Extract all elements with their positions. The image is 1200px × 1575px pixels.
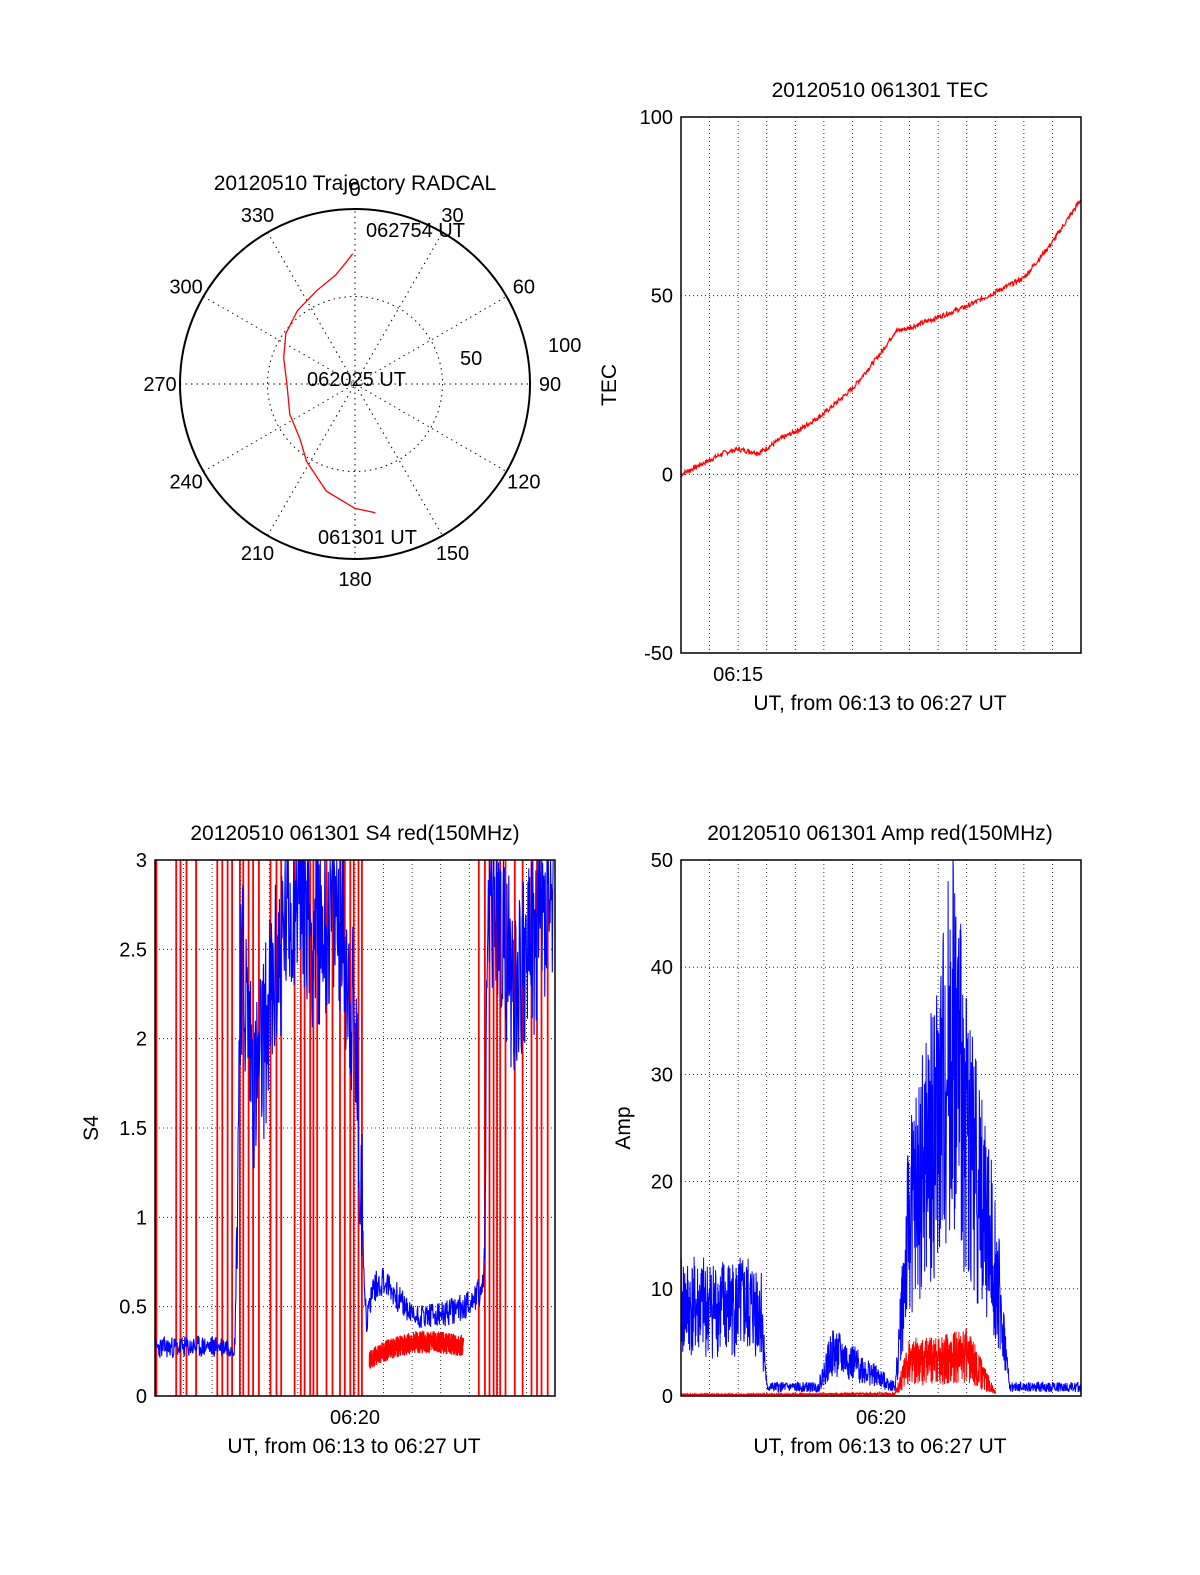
polar-azimuth-label: 60 bbox=[513, 277, 535, 299]
amp-y-tick-label: 20 bbox=[651, 1172, 673, 1194]
s4-series bbox=[154, 859, 555, 1396]
s4-panel: 20120510 061301 S4 red(150MHz) 0 0.5 1 1.5 2… bbox=[80, 822, 556, 1458]
amp-y-tick-label: 50 bbox=[651, 850, 673, 872]
polar-annotation-end: 062754 UT bbox=[366, 220, 465, 242]
polar-trajectory-panel: 20120510 Trajectory RADCAL 0 30 60 90 120 150… bbox=[143, 172, 581, 591]
tec-series-line bbox=[680, 199, 1082, 478]
s4-x-ticks: 06:20 bbox=[330, 1407, 380, 1429]
tec-y-axis-label: TEC bbox=[598, 364, 621, 406]
s4-y-tick-label: 1.5 bbox=[119, 1118, 147, 1140]
s4-series-line-0 bbox=[154, 859, 555, 1359]
s4-y-tick-label: 2.5 bbox=[119, 939, 147, 961]
polar-spoke bbox=[267, 232, 443, 536]
tec-frame bbox=[680, 116, 1082, 654]
amp-x-ticks: 06:20 bbox=[856, 1407, 906, 1429]
amp-y-tick-label: 40 bbox=[651, 957, 673, 979]
s4-y-tick-label: 3 bbox=[136, 850, 147, 872]
tec-x-tick-label: 06:15 bbox=[713, 664, 763, 686]
s4-y-axis-label: S4 bbox=[80, 1115, 103, 1141]
tec-title: 20120510 061301 TEC bbox=[772, 79, 989, 102]
s4-series-line-1 bbox=[368, 1330, 465, 1369]
polar-title: 20120510 Trajectory RADCAL bbox=[214, 172, 497, 195]
tec-y-tick-label: 100 bbox=[640, 107, 673, 129]
polar-azimuth-label: 300 bbox=[169, 277, 202, 299]
polar-spoke bbox=[267, 232, 443, 536]
amp-panel: 20120510 061301 Amp red(150MHz) 0 10 20 30 4… bbox=[612, 822, 1082, 1458]
polar-spoke bbox=[203, 296, 507, 472]
tec-y-tick-label: -50 bbox=[644, 643, 673, 665]
polar-azimuth-label: 240 bbox=[169, 472, 202, 494]
polar-azimuth-label: 90 bbox=[539, 374, 561, 396]
amp-x-axis-label: UT, from 06:13 to 06:27 UT bbox=[753, 1435, 1006, 1458]
polar-radius-label-100: 100 bbox=[548, 335, 581, 357]
s4-y-tick-label: 2 bbox=[136, 1029, 147, 1051]
s4-x-tick-label: 06:20 bbox=[330, 1407, 380, 1429]
polar-annotation-start: 061301 UT bbox=[318, 527, 417, 549]
polar-grid-circle-50 bbox=[267, 296, 443, 472]
tec-grid bbox=[681, 117, 1081, 653]
polar-outer-circle bbox=[179, 208, 531, 560]
tec-y-ticks: -50 0 50 100 bbox=[640, 107, 673, 665]
tec-y-tick-label: 0 bbox=[662, 464, 673, 486]
polar-azimuth-label: 0 bbox=[349, 179, 360, 201]
polar-trajectory-line bbox=[283, 253, 376, 514]
amp-series-line-0 bbox=[680, 859, 1082, 1394]
polar-radius-label-50: 50 bbox=[460, 348, 482, 370]
s4-x-axis-label: UT, from 06:13 to 06:27 UT bbox=[227, 1435, 480, 1458]
s4-y-ticks: 0 0.5 1 1.5 2 2.5 3 bbox=[119, 850, 147, 1408]
amp-frame bbox=[680, 859, 1082, 1397]
s4-frame bbox=[154, 859, 556, 1397]
polar-azimuth-label: 210 bbox=[241, 543, 274, 565]
polar-azimuth-label: 180 bbox=[338, 569, 371, 591]
tec-y-tick-label: 50 bbox=[651, 286, 673, 308]
s4-y-tick-label: 0.5 bbox=[119, 1297, 147, 1319]
amp-y-axis-label: Amp bbox=[612, 1106, 635, 1149]
polar-azimuth-label: 150 bbox=[436, 543, 469, 565]
polar-grid bbox=[180, 209, 530, 559]
s4-y-tick-label: 0 bbox=[136, 1386, 147, 1408]
polar-azimuth-labels: 0 30 60 90 120 150 180 210 240 270 300 330 bbox=[143, 179, 561, 591]
amp-x-tick-label: 06:20 bbox=[856, 1407, 906, 1429]
amp-y-ticks: 0 10 20 30 40 50 bbox=[651, 850, 673, 1408]
polar-azimuth-label: 120 bbox=[507, 472, 540, 494]
polar-azimuth-label: 30 bbox=[441, 205, 463, 227]
tec-series bbox=[680, 199, 1082, 478]
amp-y-tick-label: 10 bbox=[651, 1279, 673, 1301]
tec-x-ticks: 06:15 bbox=[713, 664, 763, 686]
polar-azimuth-label: 330 bbox=[241, 205, 274, 227]
s4-y-tick-label: 1 bbox=[136, 1207, 147, 1229]
s4-title: 20120510 061301 S4 red(150MHz) bbox=[190, 822, 519, 845]
tec-x-axis-label: UT, from 06:13 to 06:27 UT bbox=[753, 692, 1006, 715]
amp-y-tick-label: 0 bbox=[662, 1386, 673, 1408]
polar-spoke bbox=[203, 296, 507, 472]
amp-y-tick-label: 30 bbox=[651, 1064, 673, 1086]
polar-azimuth-label: 270 bbox=[143, 374, 176, 396]
amp-title: 20120510 061301 Amp red(150MHz) bbox=[707, 822, 1053, 845]
polar-annotation-mid: 062025 UT bbox=[307, 369, 406, 391]
